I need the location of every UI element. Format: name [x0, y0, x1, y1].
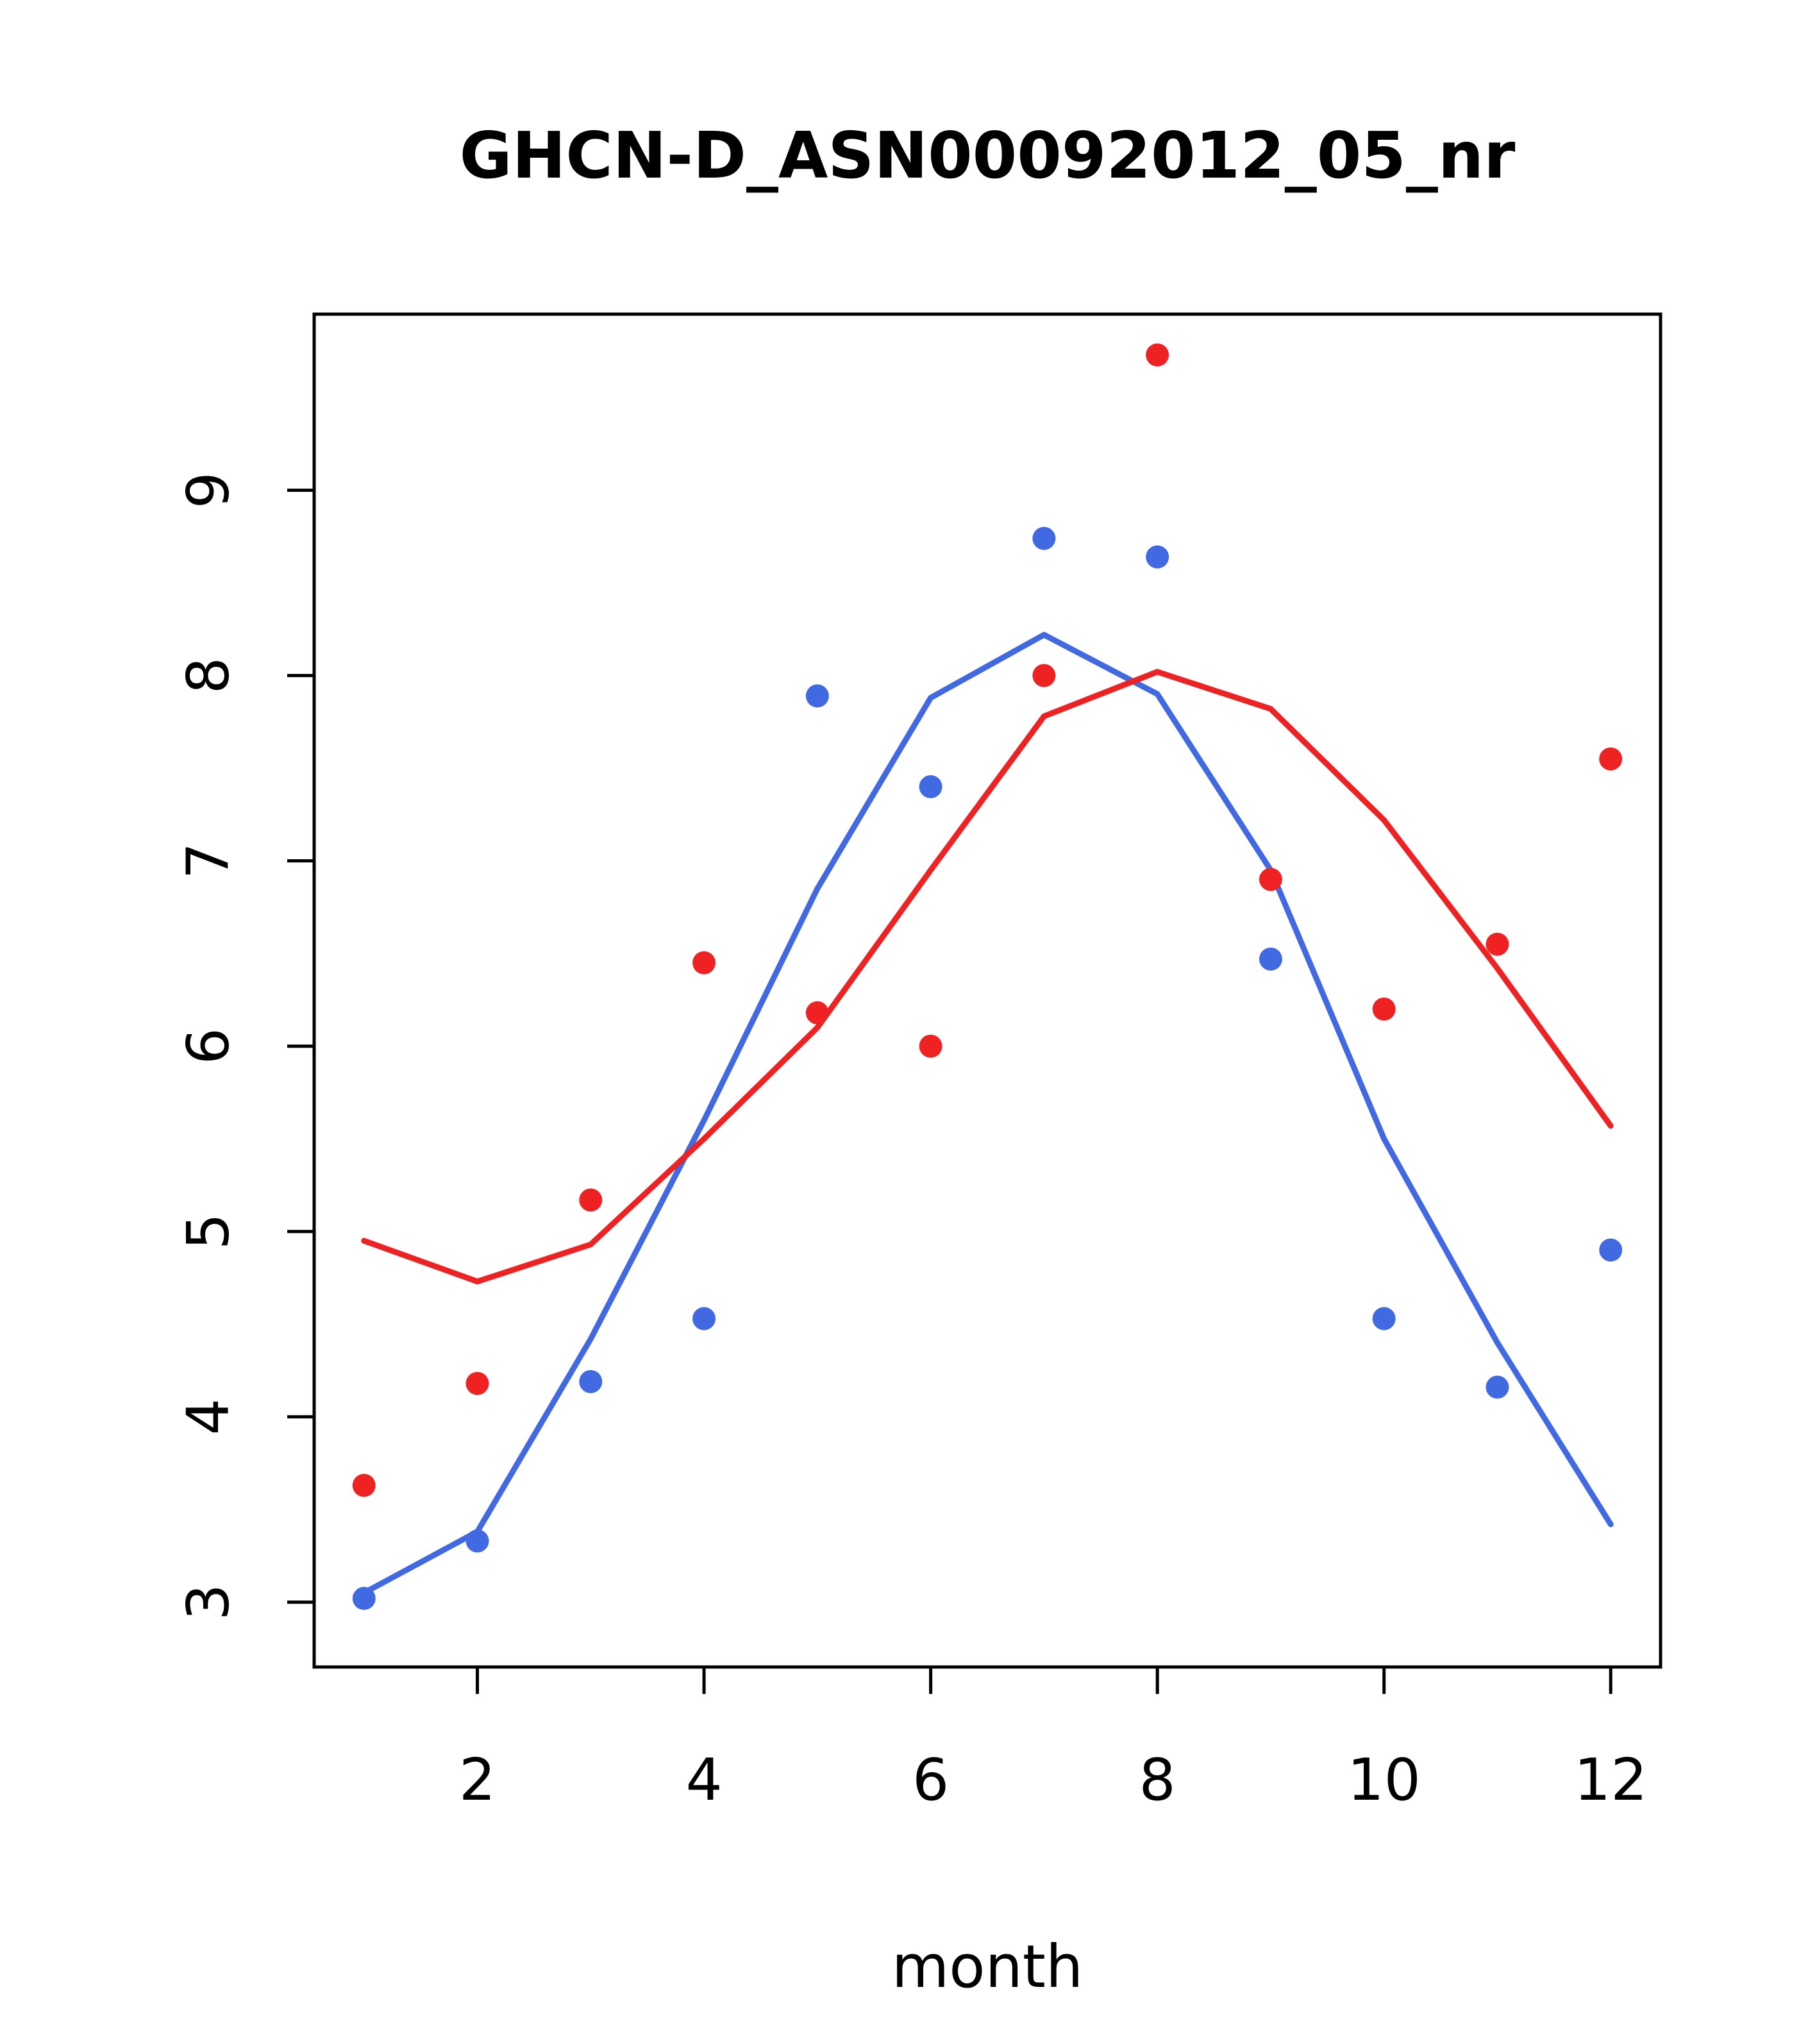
series-red-point: [352, 1473, 376, 1497]
x-tick-label: 2: [459, 1747, 496, 1814]
series-red-line: [361, 669, 1614, 1285]
y-tick-label: 4: [175, 1398, 242, 1435]
series-red-point: [692, 951, 716, 975]
series-blue-point: [1599, 1238, 1623, 1262]
series-red-point: [465, 1371, 489, 1395]
y-tick-label: 7: [175, 842, 242, 879]
y-tick-label: 5: [175, 1213, 242, 1250]
y-tick-label: 9: [175, 472, 242, 508]
series-red-point: [1259, 867, 1282, 891]
series-blue-line: [361, 632, 1614, 1596]
series-red-point: [1146, 343, 1169, 367]
series-blue-point: [1032, 526, 1056, 550]
series-red-point: [1372, 997, 1396, 1021]
series-blue-point: [465, 1529, 489, 1553]
x-tick-label: 8: [1139, 1747, 1176, 1814]
series-blue-point: [805, 684, 829, 708]
series-blue-point: [352, 1587, 376, 1611]
series-blue-point: [1259, 947, 1282, 971]
x-axis-label: month: [891, 1932, 1084, 2001]
series-blue-point: [1486, 1375, 1509, 1399]
x-tick-label: 4: [685, 1747, 722, 1814]
series-red-point: [1486, 932, 1509, 956]
y-tick-label: 8: [175, 657, 242, 694]
series-red-point: [1599, 747, 1623, 771]
y-tick-label: 6: [175, 1028, 242, 1064]
series-red-point: [1032, 664, 1056, 687]
x-tick-label: 10: [1347, 1747, 1421, 1814]
series-blue-point: [1146, 545, 1169, 569]
y-tick-label: 3: [175, 1584, 242, 1620]
plot-box: [312, 312, 1662, 1669]
series-blue-point: [579, 1370, 603, 1393]
series-red-point: [579, 1188, 603, 1212]
series-blue-point: [692, 1307, 716, 1330]
series-blue-point: [1372, 1307, 1396, 1330]
chart-title: GHCN-D_ASN00092012_05_nr: [459, 118, 1516, 193]
x-tick-label: 6: [912, 1747, 949, 1814]
series-red-point: [919, 1034, 942, 1058]
series-blue-point: [919, 775, 942, 799]
x-tick-label: 12: [1574, 1747, 1648, 1814]
series-red-point: [805, 1001, 829, 1025]
